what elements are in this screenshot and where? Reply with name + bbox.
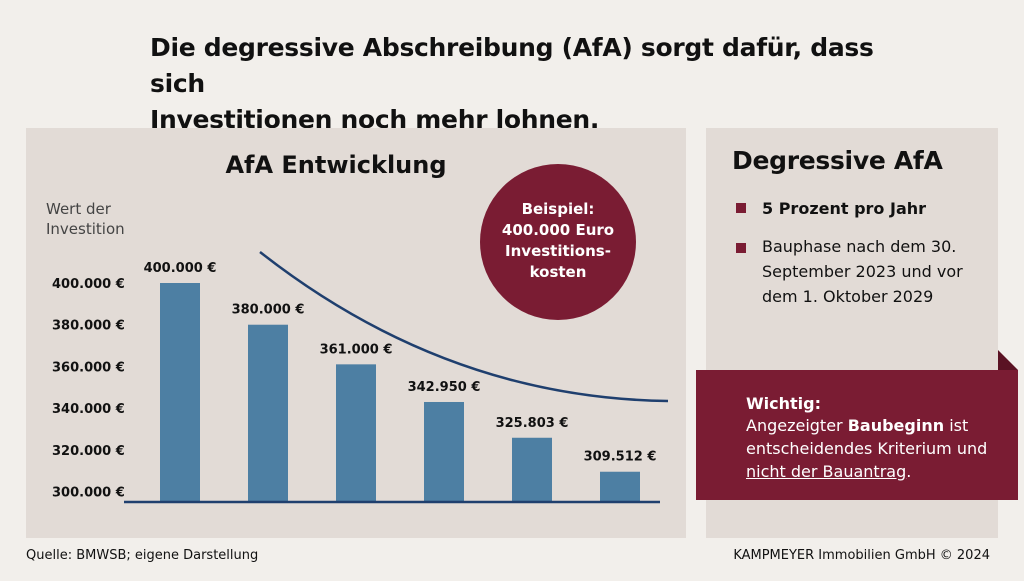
- y-tick-label: 300.000 €: [52, 486, 125, 501]
- y-tick-labels: 300.000 € 320.000 € 340.000 € 360.000 € 380.…: [52, 277, 125, 501]
- bullet-marker-1: [736, 203, 746, 213]
- y-tick-label: 380.000 €: [52, 319, 125, 334]
- example-badge-line-3: Investitions-: [505, 242, 611, 260]
- callout-text-c: ist entscheidendes Kriterium und: [746, 416, 988, 458]
- example-badge-line-4: kosten: [530, 263, 587, 281]
- y-axis-label-line-2: Investition: [46, 220, 125, 238]
- bar-value-label: 380.000 €: [232, 303, 305, 318]
- y-tick-label: 360.000 €: [52, 360, 125, 375]
- bar: [336, 364, 376, 502]
- info-bullet-2: Bauphase nach dem 30. September 2023 und…: [762, 237, 963, 306]
- bar: [512, 437, 552, 502]
- callout-heading: Wichtig:: [746, 394, 821, 413]
- bullet-marker-2: [736, 243, 746, 253]
- copyright-note: KAMPMEYER Immobilien GmbH © 2024: [733, 548, 990, 563]
- callout-text-e: .: [906, 462, 912, 481]
- y-tick-label: 340.000 €: [52, 402, 125, 417]
- headline-line-1: Die degressive Abschreibung (AfA) sorgt …: [150, 33, 874, 98]
- headline: Die degressive Abschreibung (AfA) sorgt …: [150, 30, 930, 138]
- trend-curve: [259, 251, 669, 403]
- bar-value-label: 400.000 €: [144, 261, 217, 276]
- bar-value-label: 309.512 €: [584, 450, 657, 465]
- bar-value-label: 361.000 €: [320, 342, 393, 357]
- info-bullet-1: 5 Prozent pro Jahr: [762, 199, 927, 218]
- example-badge-circle: [480, 164, 636, 320]
- callout-text-a: Angezeigter: [746, 416, 848, 435]
- source-note: Quelle: BMWSB; eigene Darstellung: [26, 548, 259, 563]
- y-tick-label: 320.000 €: [52, 444, 125, 459]
- bar: [424, 401, 464, 502]
- afa-bar-chart: AfA Entwicklung Wert der Investition 300…: [46, 151, 669, 504]
- bar: [600, 471, 640, 502]
- example-badge-line-2: 400.000 Euro: [502, 221, 614, 239]
- example-badge: Beispiel: 400.000 Euro Investitions- kos…: [480, 164, 636, 320]
- chart-title: AfA Entwicklung: [225, 151, 446, 179]
- example-badge-line-1: Beispiel:: [522, 200, 595, 218]
- callout-text-underlined: nicht der Bauantrag: [746, 462, 907, 481]
- y-tick-label: 400.000 €: [52, 277, 125, 292]
- value-labels: 400.000 € 380.000 € 361.000 € 342.950 € 325.…: [144, 261, 657, 465]
- bar-value-label: 342.950 €: [408, 380, 481, 395]
- info-title: Degressive AfA: [732, 146, 943, 175]
- callout-fold: [998, 350, 1018, 370]
- callout-text-bold: Baubeginn: [847, 416, 945, 435]
- bar: [248, 324, 288, 502]
- bar: [160, 283, 200, 502]
- bar-value-label: 325.803 €: [496, 416, 569, 431]
- y-axis-label-line-1: Wert der: [46, 200, 112, 218]
- callout-text: Angezeigter Baubeginn ist entscheidendes…: [746, 414, 1006, 483]
- important-callout: Wichtig: Angezeigter Baubeginn ist entsc…: [696, 370, 1018, 500]
- bars: [160, 283, 640, 502]
